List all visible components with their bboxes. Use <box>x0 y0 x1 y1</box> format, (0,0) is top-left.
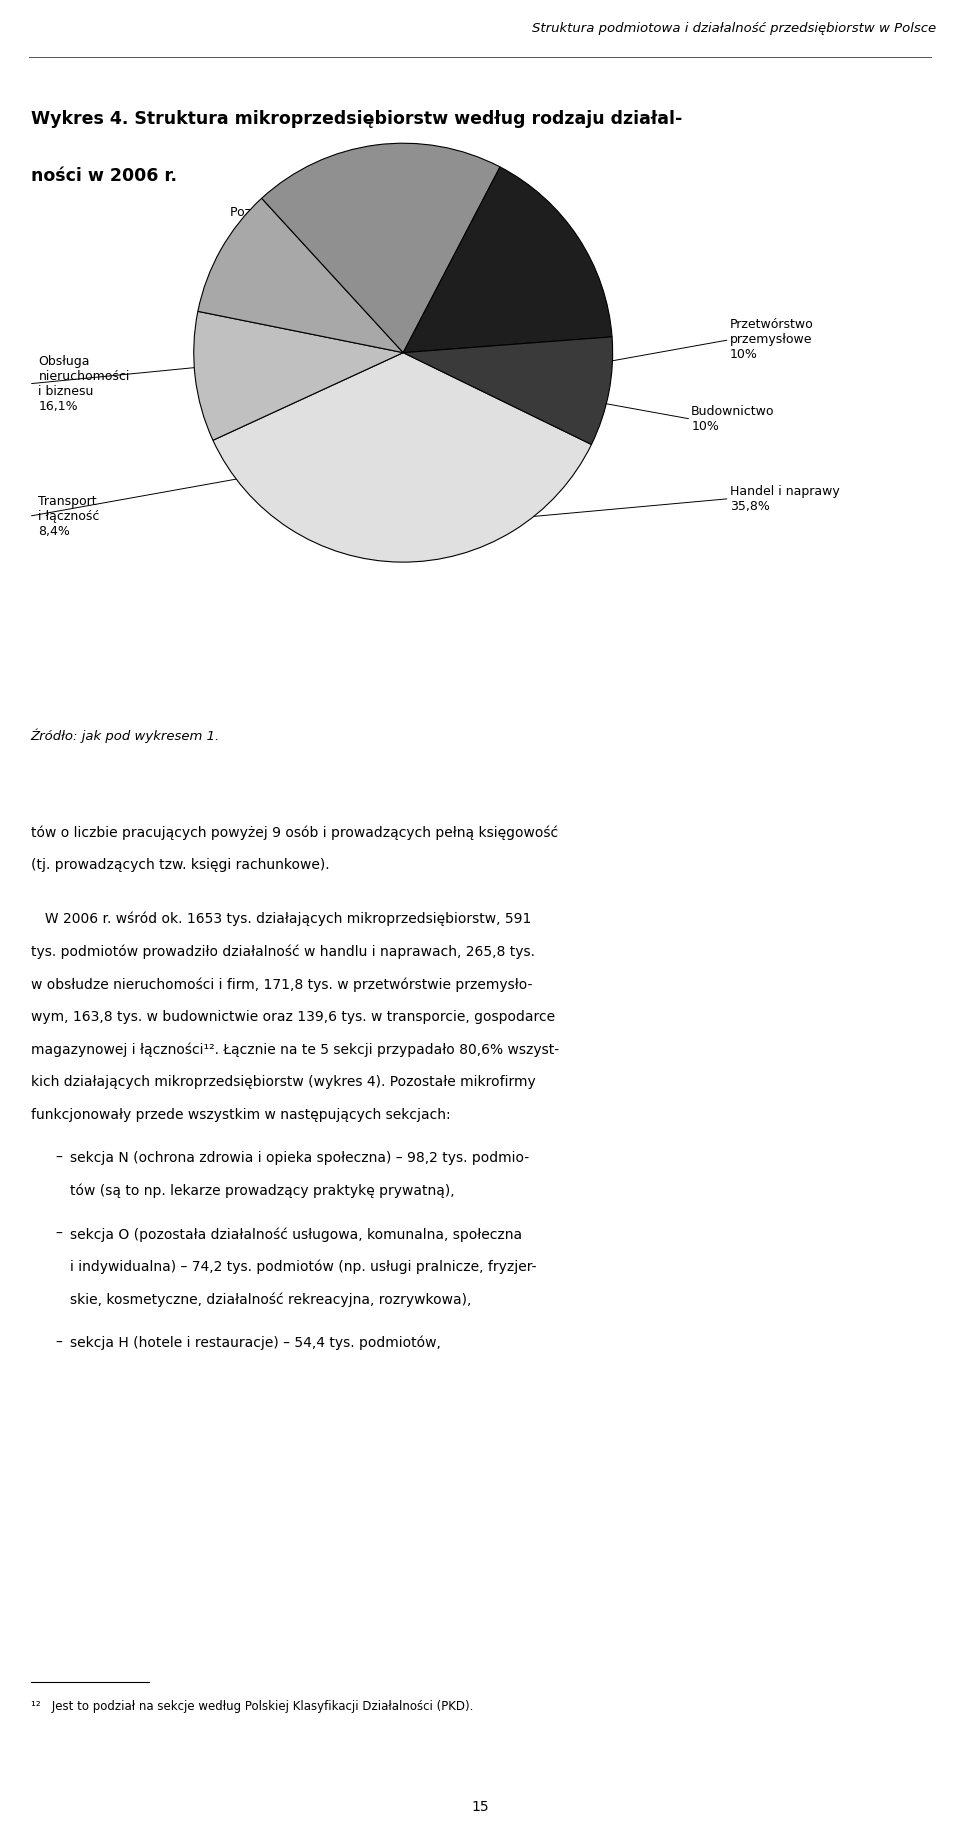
Text: kich działających mikroprzedsiębiorstw (wykres 4). Pozostałe mikrofirmy: kich działających mikroprzedsiębiorstw (… <box>31 1075 536 1090</box>
Wedge shape <box>213 352 591 562</box>
Wedge shape <box>194 311 403 440</box>
Text: 15: 15 <box>471 1801 489 1814</box>
Text: Pozostałe sekcje.
19,4%: Pozostałe sekcje. 19,4% <box>229 205 337 234</box>
Text: magazynowej i łączności¹². Łącznie na te 5 sekcji przypadało 80,6% wszyst-: magazynowej i łączności¹². Łącznie na te… <box>31 1042 559 1057</box>
Text: –: – <box>56 1227 62 1240</box>
Text: Przetwórstwo
przemysłowe
10%: Przetwórstwo przemysłowe 10% <box>730 319 813 361</box>
Text: Handel i naprawy
35,8%: Handel i naprawy 35,8% <box>730 485 839 513</box>
Text: Źródło: jak pod wykresem 1.: Źródło: jak pod wykresem 1. <box>31 729 220 742</box>
Text: Transport
i łączność
8,4%: Transport i łączność 8,4% <box>38 495 100 539</box>
Text: –: – <box>56 1336 62 1350</box>
Text: ¹²   Jest to podział na sekcje według Polskiej Klasyfikacji Działalności (PKD).: ¹² Jest to podział na sekcje według Pols… <box>31 1700 473 1713</box>
Text: i indywidualna) – 74,2 tys. podmiotów (np. usługi pralnicze, fryzjer-: i indywidualna) – 74,2 tys. podmiotów (n… <box>70 1260 537 1275</box>
Text: –: – <box>56 1150 62 1165</box>
Text: skie, kosmetyczne, działalność rekreacyjna, rozrywkowa),: skie, kosmetyczne, działalność rekreacyj… <box>70 1292 471 1306</box>
Text: (tj. prowadzących tzw. księgi rachunkowe).: (tj. prowadzących tzw. księgi rachunkowe… <box>31 857 329 872</box>
Text: Obsługa
nieruchomości
i biznesu
16,1%: Obsługa nieruchomości i biznesu 16,1% <box>38 355 130 412</box>
Text: Struktura podmiotowa i działalność przedsiębiorstw w Polsce: Struktura podmiotowa i działalność przed… <box>532 22 936 35</box>
Text: sekcja N (ochrona zdrowia i opieka społeczna) – 98,2 tys. podmio-: sekcja N (ochrona zdrowia i opieka społe… <box>70 1150 529 1165</box>
Wedge shape <box>403 167 612 352</box>
Wedge shape <box>262 143 500 352</box>
Text: wym, 163,8 tys. w budownictwie oraz 139,6 tys. w transporcie, gospodarce: wym, 163,8 tys. w budownictwie oraz 139,… <box>31 1009 555 1024</box>
Text: tów o liczbie pracujących powyżej 9 osób i prowadzących pełną księgowość: tów o liczbie pracujących powyżej 9 osób… <box>31 826 558 839</box>
Text: funkcjonowały przede wszystkim w następujących sekcjach:: funkcjonowały przede wszystkim w następu… <box>31 1108 450 1121</box>
Wedge shape <box>403 337 612 445</box>
Text: tów (są to np. lekarze prowadzący praktykę prywatną),: tów (są to np. lekarze prowadzący prakty… <box>70 1183 455 1198</box>
Text: sekcja H (hotele i restauracje) – 54,4 tys. podmiotów,: sekcja H (hotele i restauracje) – 54,4 t… <box>70 1336 441 1350</box>
Text: sekcja O (pozostała działalność usługowa, komunalna, społeczna: sekcja O (pozostała działalność usługowa… <box>70 1227 522 1242</box>
Text: tys. podmiotów prowadziło działalność w handlu i naprawach, 265,8 tys.: tys. podmiotów prowadziło działalność w … <box>31 945 535 960</box>
Text: Wykres 4. Struktura mikroprzedsiębiorstw według rodzaju działal-: Wykres 4. Struktura mikroprzedsiębiorstw… <box>31 110 683 128</box>
Wedge shape <box>198 198 403 352</box>
Text: ności w 2006 r.: ności w 2006 r. <box>31 167 177 185</box>
Text: W 2006 r. wśród ok. 1653 tys. działających mikroprzedsiębiorstw, 591: W 2006 r. wśród ok. 1653 tys. działający… <box>31 912 531 927</box>
Text: Budownictwo
10%: Budownictwo 10% <box>691 405 775 432</box>
Text: w obsłudze nieruchomości i firm, 171,8 tys. w przetwórstwie przemysło-: w obsłudze nieruchomości i firm, 171,8 t… <box>31 976 532 991</box>
